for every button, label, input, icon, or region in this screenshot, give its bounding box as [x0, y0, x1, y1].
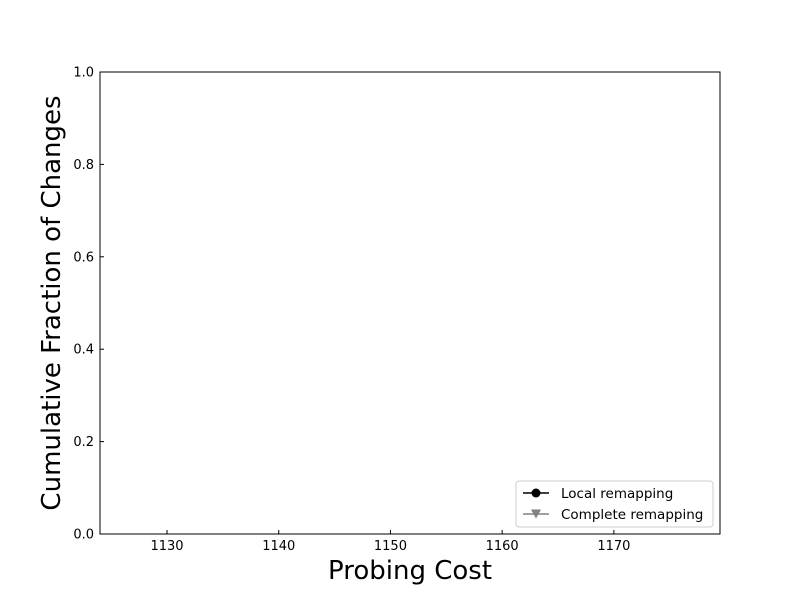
ticks-layer: 1130 1140 1150 1160 1170 0.0 0.2 0.4 0.6 0.8 1.0: [73, 66, 630, 555]
legend-marker-circle: [531, 488, 541, 498]
legend-label-complete: Complete remapping: [561, 507, 703, 523]
legend-box: [515, 480, 714, 528]
y-tick-label: 0.0: [73, 528, 94, 543]
x-tick-label: 1150: [374, 539, 407, 554]
x-tick-label: 1140: [262, 539, 295, 554]
plot-frame: [99, 71, 721, 535]
y-tick-label: 0.8: [73, 158, 94, 173]
y-tick-label: 1.0: [73, 66, 94, 81]
legend: Local remapping Complete remapping: [515, 480, 714, 528]
x-tick-label: 1160: [486, 539, 519, 554]
legend-entry-complete: Complete remapping: [523, 507, 703, 523]
legend-entry-local: Local remapping: [523, 486, 673, 502]
y-tick-label: 0.4: [73, 343, 94, 358]
x-axis-label: Probing Cost: [328, 556, 492, 586]
y-tick-label: 0.6: [73, 250, 94, 265]
legend-marker-triangle-down: [531, 509, 541, 519]
x-tick-label: 1130: [150, 539, 183, 554]
y-tick-label: 0.2: [73, 435, 94, 450]
x-tick-label: 1170: [597, 539, 630, 554]
legend-label-local: Local remapping: [561, 486, 673, 502]
y-axis-label: Cumulative Fraction of Changes: [37, 95, 67, 510]
